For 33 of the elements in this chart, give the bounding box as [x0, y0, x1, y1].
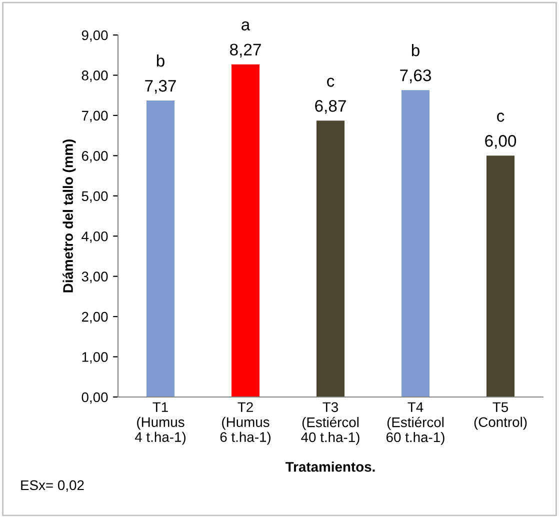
y-tick-label: 4,00: [82, 231, 108, 243]
data-label: 6,00: [485, 135, 516, 149]
annotation: c: [497, 112, 504, 122]
annotation: b: [156, 54, 164, 67]
annotation: c: [327, 78, 334, 87]
x-tick-label: T2 (Humus 6 t.ha-1): [220, 402, 270, 445]
y-tick-label: 9,00: [82, 30, 108, 42]
y-tick-label: 8,00: [82, 70, 108, 82]
bar: [231, 64, 260, 397]
bar: [316, 120, 345, 397]
x-tick-label: T5 (Control): [474, 402, 527, 430]
y-tick-label: 1,00: [82, 352, 108, 364]
data-label: 7,63: [400, 69, 431, 84]
x-axis-title: Tratamientos.: [286, 462, 375, 472]
bar: [401, 90, 430, 397]
annotation: b: [412, 44, 420, 56]
bar: [146, 100, 175, 397]
y-tick-label: 7,00: [82, 110, 108, 122]
x-tick-label: T4 (Estiércol 60 t.ha-1): [386, 402, 444, 445]
data-label: 6,87: [315, 100, 346, 114]
y-tick-label: 6,00: [82, 151, 108, 162]
y-axis-title: Diámetro del tallo (mm): [62, 140, 76, 292]
annotation: a: [242, 21, 250, 31]
x-tick-label: T1 (Humus 4 t.ha-1): [134, 402, 186, 445]
text: ESx= 0,02: [21, 480, 84, 492]
y-tick-label: 0,00: [82, 392, 108, 404]
y-tick-label: 5,00: [82, 191, 108, 203]
x-tick-label: T3 (Estiércol 40 t.ha-1): [301, 402, 360, 445]
y-tick-label: 2,00: [82, 312, 108, 324]
y-tick-label: 3,00: [82, 272, 108, 284]
data-label: 7,37: [145, 80, 176, 94]
bar: [486, 156, 515, 397]
data-label: 8,27: [230, 44, 261, 58]
